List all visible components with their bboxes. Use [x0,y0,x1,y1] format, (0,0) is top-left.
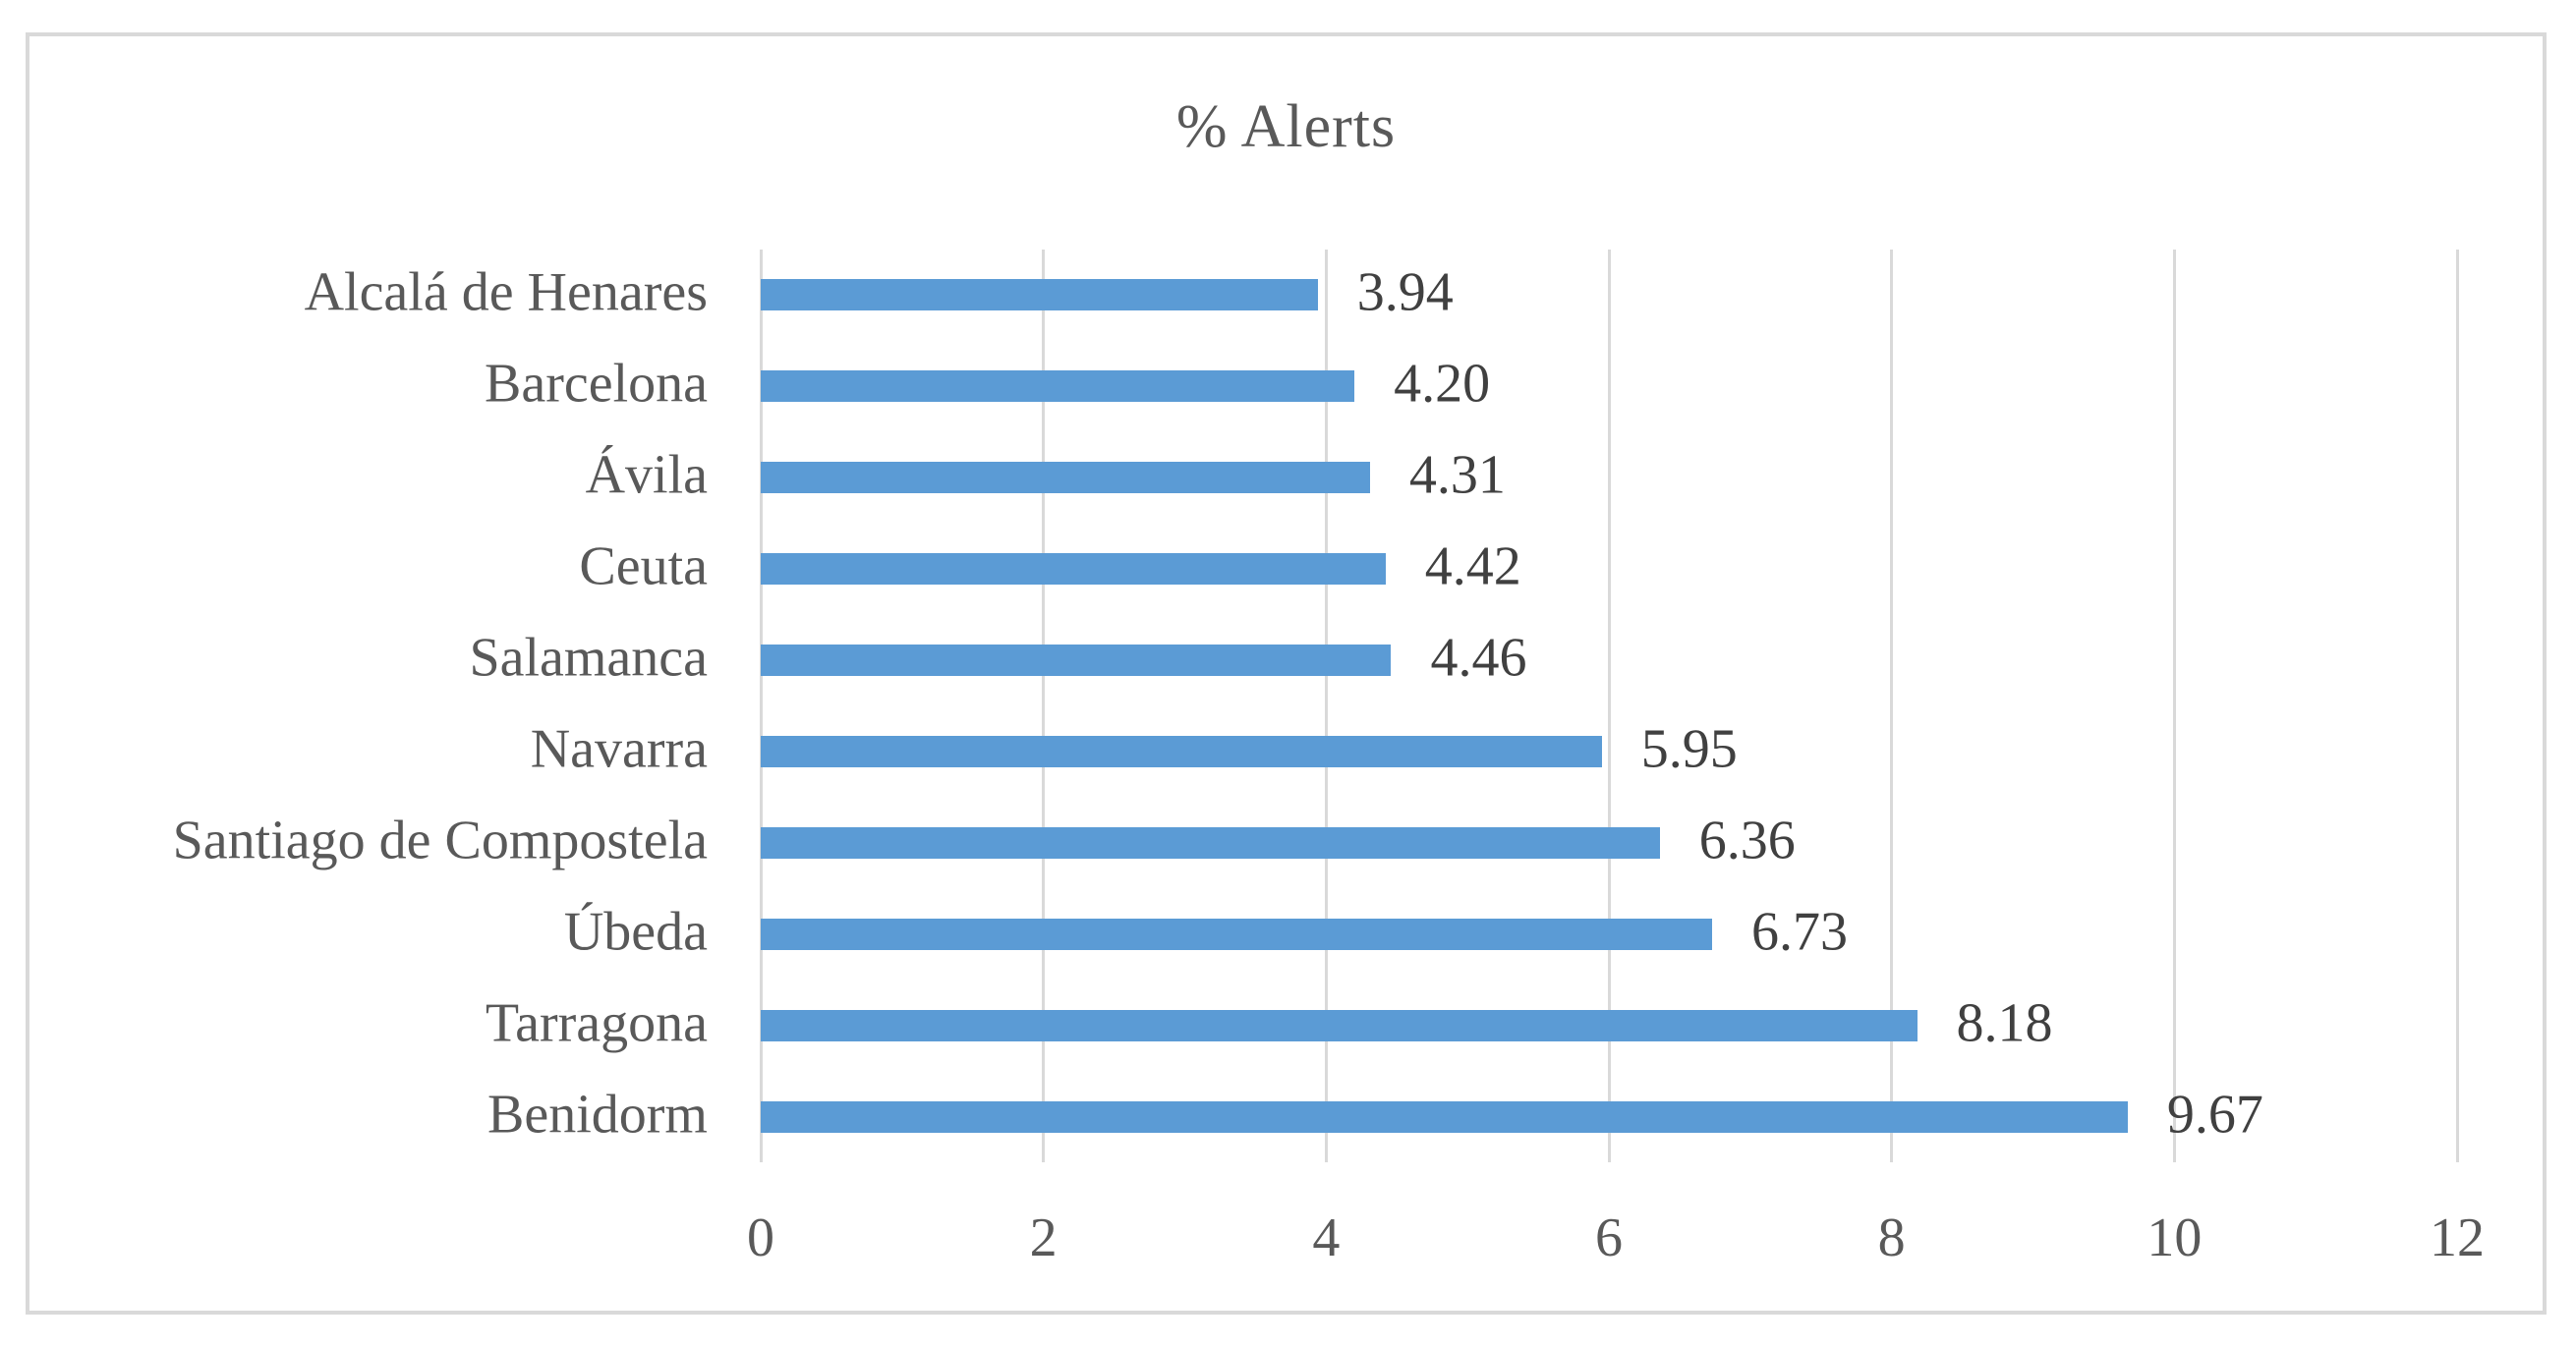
value-label: 4.20 [1394,353,1491,415]
category-label: Salamanca [469,627,708,689]
value-label: 6.36 [1698,810,1796,871]
x-tick-label: 10 [2147,1207,2203,1268]
bar-row: 3.94 [761,250,2457,341]
category-label: Benidorm [487,1083,708,1145]
bar-navarra [761,735,1602,767]
gridline-x-0 [759,250,763,1162]
bar-row: 4.42 [761,524,2457,615]
chart-title: % Alerts [1175,93,1397,160]
value-label: 3.94 [1356,261,1454,323]
bar-barcelona [761,370,1355,403]
value-label: 8.18 [1956,992,2053,1054]
bar-salamanca [761,645,1392,677]
value-label: 9.67 [2166,1083,2263,1145]
bar-row: 6.73 [761,888,2457,980]
category-label: Ceuta [579,535,708,597]
value-label: 4.46 [1430,627,1527,689]
chart-frame: % Alerts Alcalá de Henares Barcelona Ávila… [26,32,2547,1315]
x-tick-label: 4 [1312,1207,1341,1268]
value-label: 5.95 [1640,718,1738,780]
category-label: Barcelona [485,353,708,415]
category-label: Úbeda [563,901,708,963]
value-label: 4.42 [1424,535,1521,597]
gridline-x-2 [1042,250,1046,1162]
bar-row: 5.95 [761,706,2457,798]
x-tick-label: 2 [1029,1207,1058,1268]
bar-tarragona [761,1009,1918,1041]
bar-row: 6.36 [761,797,2457,888]
category-label: Navarra [530,718,708,780]
gridline-x-12 [2455,250,2459,1162]
gridline-x-6 [1607,250,1611,1162]
bar--vila [761,462,1370,494]
gridline-x-8 [1890,250,1894,1162]
category-label: Tarragona [485,992,708,1054]
x-tick-label: 0 [747,1207,774,1268]
x-tick-label: 8 [1877,1207,1906,1268]
bar-benidorm [761,1100,2128,1133]
bar-row: 4.20 [761,341,2457,432]
x-tick-label: 6 [1595,1207,1623,1268]
bar-ceuta [761,553,1386,586]
gridline-x-4 [1324,250,1328,1162]
x-tick-label: 12 [2430,1207,2485,1268]
bar-row: 4.31 [761,432,2457,524]
bar-row: 9.67 [761,1071,2457,1162]
category-label: Ávila [585,444,708,506]
bar--beda [761,918,1712,950]
category-label: Santiago de Compostela [172,810,708,871]
value-label: 4.31 [1408,444,1506,506]
bar-row: 8.18 [761,980,2457,1071]
x-axis: 0 2 4 6 8 10 12 [747,1204,2485,1282]
category-label: Alcalá de Henares [304,261,708,323]
plot-area: 3.94 4.20 4.31 4.42 4.46 5.95 6.36 6.73 8.18 9.67 [759,250,2459,1162]
gridline-x-10 [2172,250,2176,1162]
value-label: 6.73 [1750,901,1848,963]
y-axis-category-labels: Alcalá de Henares Barcelona Ávila Ceuta Sala… [29,250,708,1162]
bar-row: 4.46 [761,615,2457,706]
bar-santiago-de-compostela [761,826,1660,859]
bar-alcal-de-henares [761,279,1318,311]
